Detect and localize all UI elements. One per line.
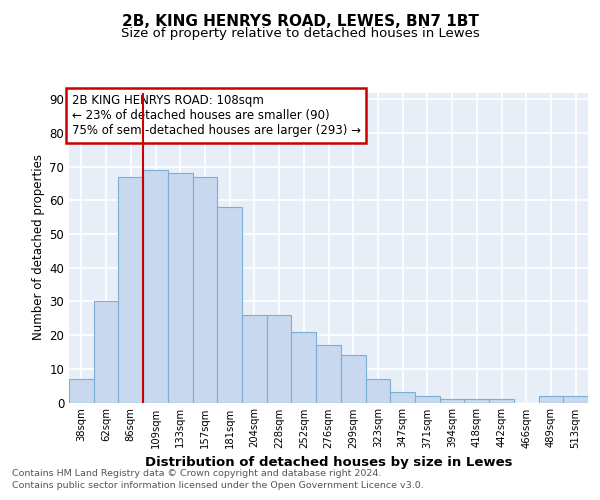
Text: Contains HM Land Registry data © Crown copyright and database right 2024.: Contains HM Land Registry data © Crown c… [12,470,382,478]
Bar [94,302,118,402]
Bar [464,399,489,402]
Bar [365,379,390,402]
Bar [69,379,94,402]
Y-axis label: Number of detached properties: Number of detached properties [32,154,45,340]
Bar [415,396,440,402]
Text: Contains public sector information licensed under the Open Government Licence v3: Contains public sector information licen… [12,482,424,490]
Bar [118,176,143,402]
Bar [563,396,588,402]
Bar [341,356,365,403]
Text: Size of property relative to detached houses in Lewes: Size of property relative to detached ho… [121,26,479,40]
Text: 2B, KING HENRYS ROAD, LEWES, BN7 1BT: 2B, KING HENRYS ROAD, LEWES, BN7 1BT [122,14,478,29]
Bar [316,345,341,403]
Bar [539,396,563,402]
Bar [242,315,267,402]
Bar [168,174,193,402]
Bar [267,315,292,402]
Bar [292,332,316,402]
Bar [217,207,242,402]
Bar [489,399,514,402]
Bar [143,170,168,402]
X-axis label: Distribution of detached houses by size in Lewes: Distribution of detached houses by size … [145,456,512,469]
Bar [390,392,415,402]
Text: 2B KING HENRYS ROAD: 108sqm
← 23% of detached houses are smaller (90)
75% of sem: 2B KING HENRYS ROAD: 108sqm ← 23% of det… [71,94,361,137]
Bar [440,399,464,402]
Bar [193,176,217,402]
